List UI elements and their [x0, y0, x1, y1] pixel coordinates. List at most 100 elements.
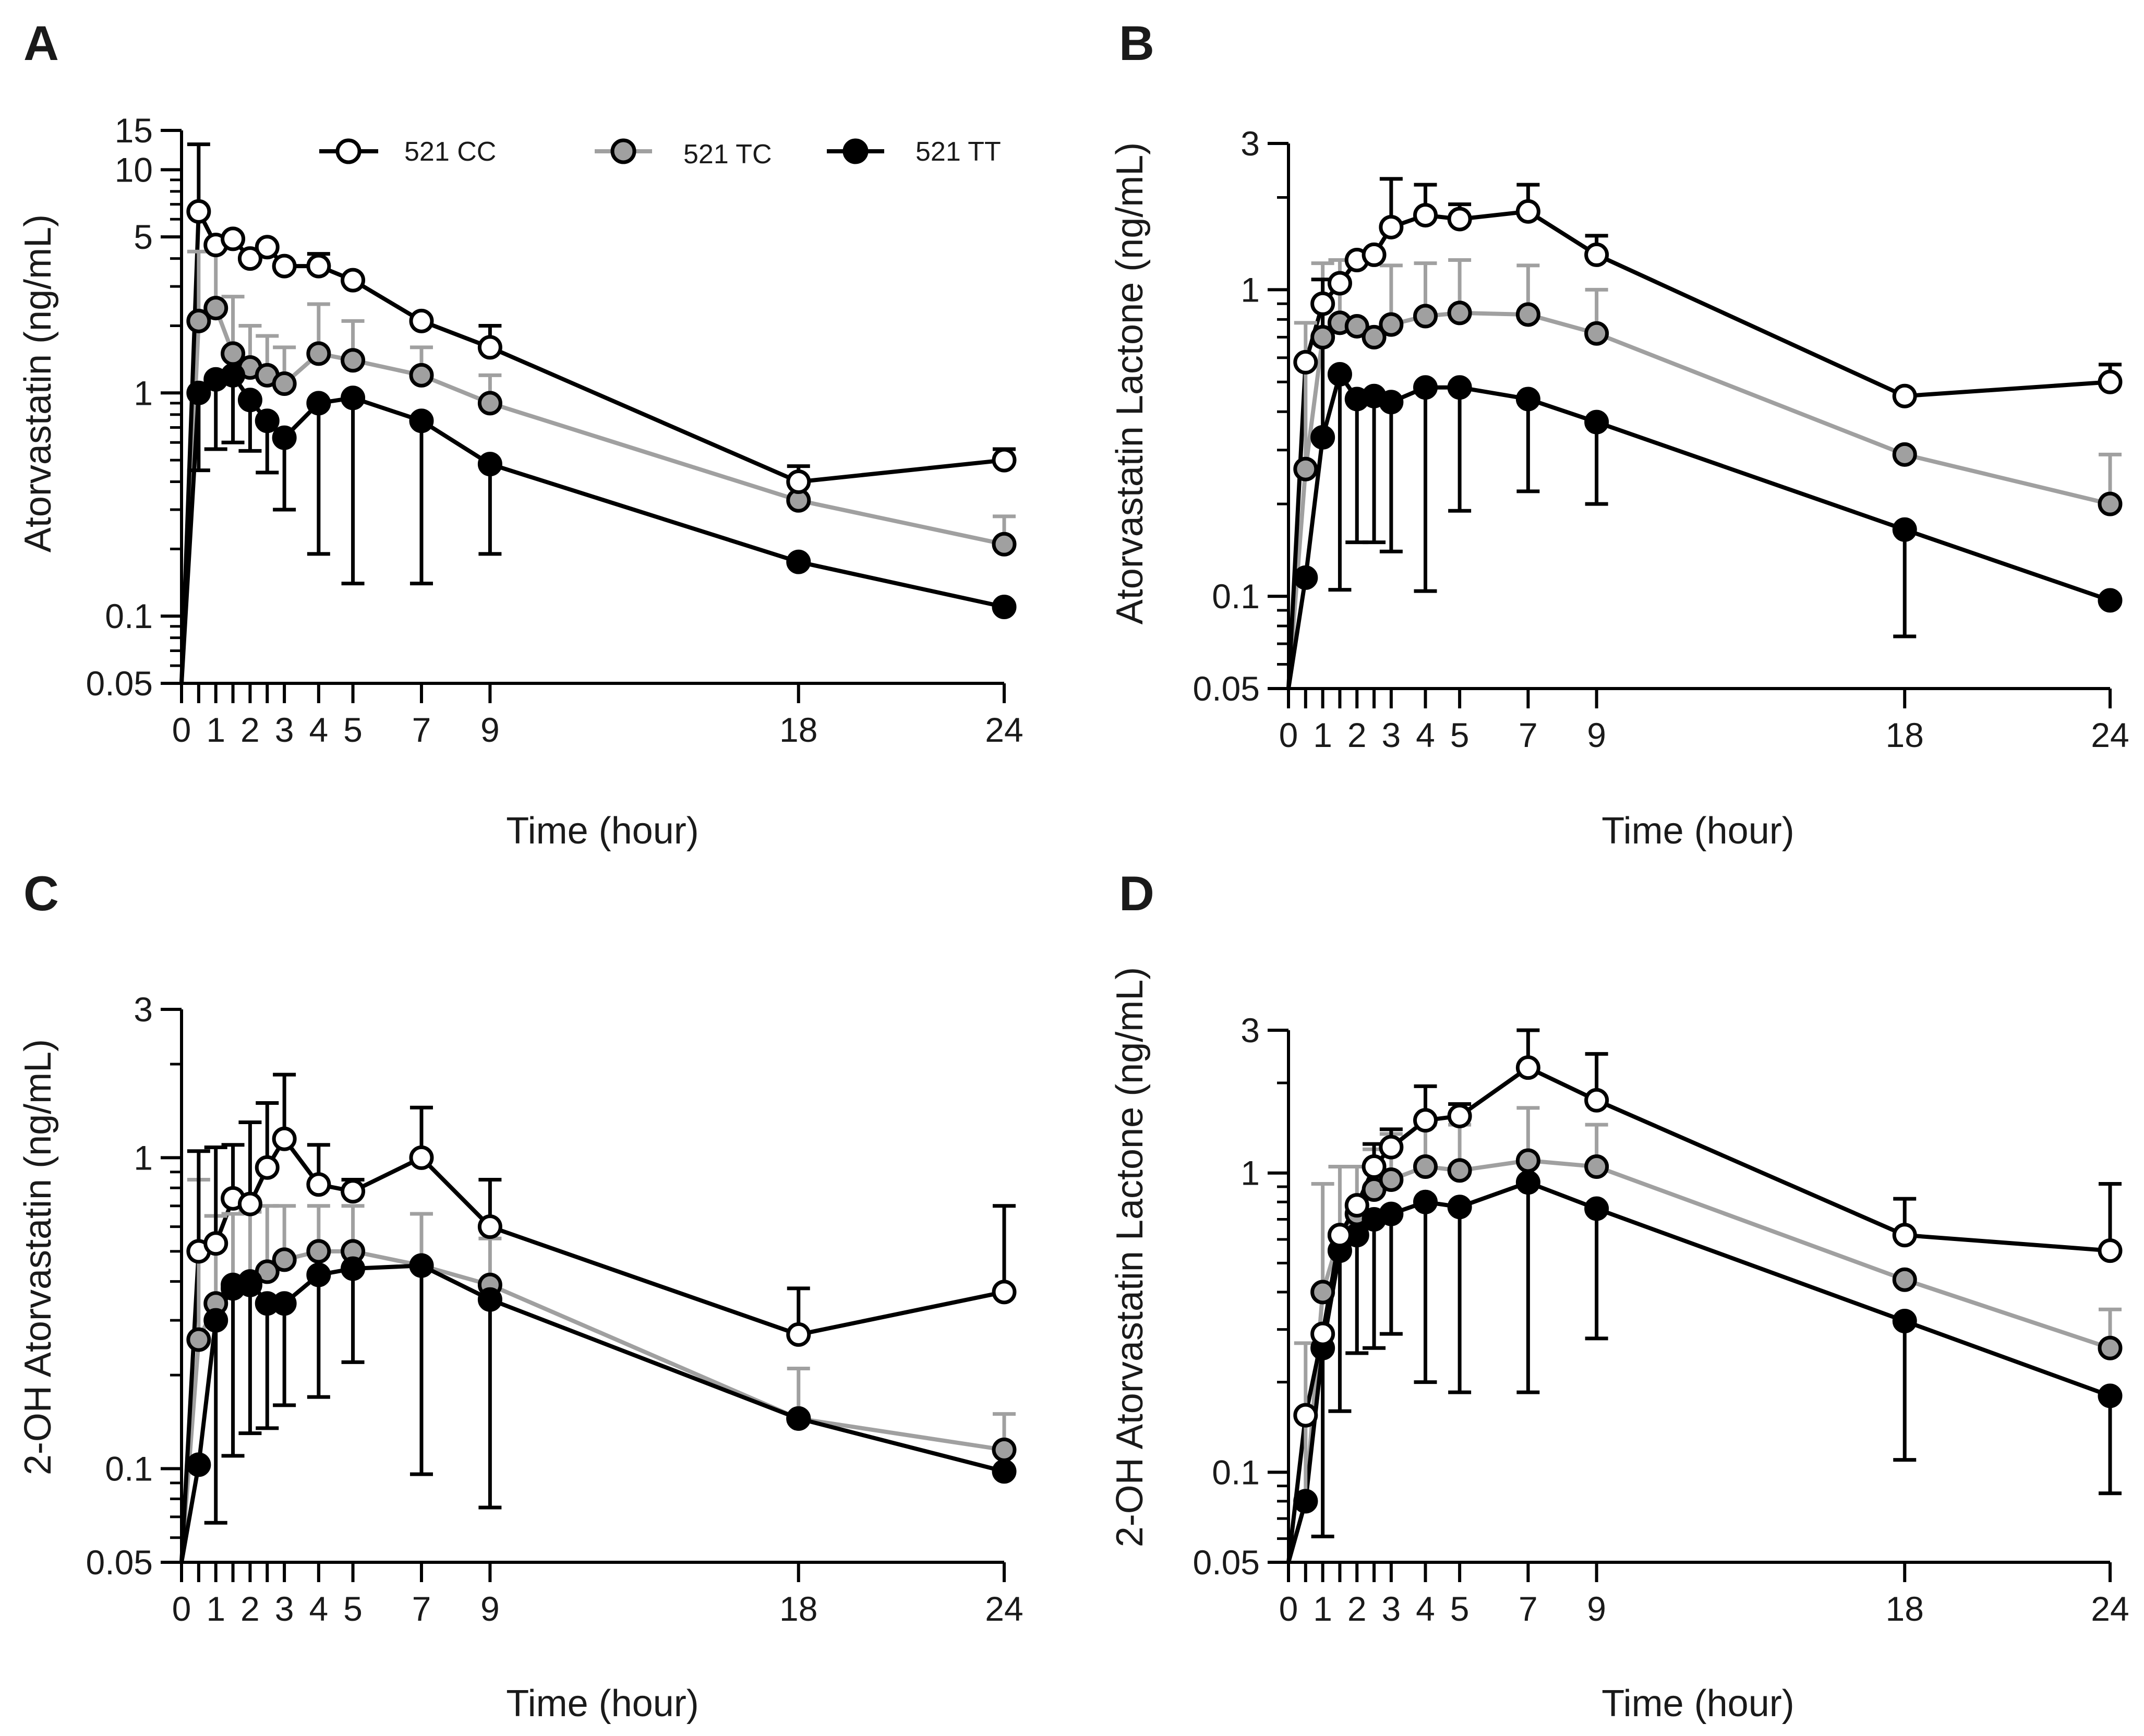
panel-b-series-tc-point: [1584, 321, 1609, 346]
panel-b-series-cc-point: [1362, 242, 1387, 267]
panel-a-series-cc-point: [255, 235, 280, 260]
panel-d-series-cc-point: [1293, 1403, 1318, 1428]
panel-a-series-tt-point: [255, 408, 280, 433]
panel-c-series-tc-point: [992, 1437, 1017, 1462]
panel-d-x-tick-label: 24: [2091, 1589, 2129, 1628]
panel-a-x-tick-label: 7: [412, 710, 431, 749]
panel-d-series-tt-point: [1584, 1196, 1609, 1221]
panel-b: B Time (hour) Atorvastatin Lactone (ng/m…: [1109, 16, 2129, 852]
panel-a-series-cc-point: [221, 226, 246, 251]
panel-b-series-cc-point: [1379, 214, 1404, 239]
panel-d-y-tick-label: 0.05: [1193, 1543, 1260, 1582]
panel-a-y-tick-label: 10: [115, 150, 153, 189]
panel-d-series-tt-point: [1515, 1170, 1540, 1195]
panel-c-x-tick-label: 9: [480, 1589, 500, 1628]
panel-a-series-cc-point: [272, 254, 297, 279]
panel-a-series-tt-point: [341, 385, 366, 411]
panel-c-y-tick-label: 3: [134, 990, 153, 1029]
panel-d-series-tc-point: [1310, 1280, 1335, 1305]
panel-d-series-tt-point: [1379, 1201, 1404, 1226]
panel-c-series-tt-point: [477, 1287, 502, 1312]
panel-b-x-tick-label: 2: [1347, 716, 1367, 754]
panel-a-y-tick-label: 5: [134, 218, 153, 256]
panel-b-series-tc-point: [1515, 302, 1540, 327]
panel-a-x-tick-label: 4: [309, 710, 328, 749]
panel-d-series-tt-point: [1447, 1195, 1472, 1220]
panel-a-series-tc-point: [272, 371, 297, 396]
panel-d-x-tick-label: 18: [1886, 1589, 1924, 1628]
legend-label-tc: 521 TC: [683, 139, 772, 170]
panel-d-series-tt-point: [1413, 1189, 1438, 1214]
panel-b-x-tick-label: 9: [1587, 716, 1606, 754]
panel-b-series-tt-point: [1584, 409, 1609, 435]
panel-a-series-tt-point: [186, 380, 211, 405]
panel-c-y-axis-title: 2-OH Atorvastatin (ng/mL): [17, 1039, 59, 1475]
panel-b-series-tc-point: [1379, 312, 1404, 337]
panel-c-x-axis-title: Time (hour): [506, 1683, 698, 1725]
panel-b-series-tc-point: [1362, 324, 1387, 349]
panel-c-letter: C: [23, 866, 59, 921]
panel-c-x-tick-label: 1: [206, 1589, 225, 1628]
panel-d: D Time (hour) 2-OH Atorvastatin Lactone …: [1109, 866, 2129, 1725]
panel-b-series-tt-point: [2098, 588, 2123, 613]
panel-a-x-tick-label: 9: [480, 710, 500, 749]
panel-a-series-cc-point: [992, 448, 1017, 473]
panel-d-y-axis-title: 2-OH Atorvastatin Lactone (ng/mL): [1109, 967, 1151, 1548]
panel-b-x-tick-label: 4: [1416, 716, 1435, 754]
panel-a-y-tick-label: 0.1: [105, 597, 153, 635]
panel-d-series-cc-point: [1892, 1223, 1917, 1248]
panel-c-series-cc-point: [477, 1214, 502, 1239]
panel-b-x-tick-label: 3: [1382, 716, 1401, 754]
panel-d-series-tc-point: [1413, 1154, 1438, 1179]
panel-b-series-cc-point: [1310, 291, 1335, 316]
panel-c-x-tick-label: 7: [412, 1589, 431, 1628]
panel-b-series-cc-point: [1892, 383, 1917, 408]
legend-marker-cc: [335, 138, 362, 164]
panel-c-series-tc-point: [186, 1327, 211, 1352]
panel-a-series-tt-point: [992, 594, 1017, 619]
panel-a: A Time (hour) Atorvastatin (ng/mL) 0.05 0…: [17, 16, 1023, 852]
panel-b-y-tick-label: 3: [1240, 124, 1260, 163]
panel-a-series-tc-point: [409, 363, 434, 388]
panel-c-x-tick-label: 2: [240, 1589, 260, 1628]
panel-b-series-tc-point: [1310, 324, 1335, 349]
panel-d-series-tt-point: [2098, 1383, 2123, 1408]
panel-c-series-tt-point: [272, 1291, 297, 1316]
panel-a-x-tick-label: 18: [779, 710, 817, 749]
panel-a-series-tt-point: [237, 388, 262, 413]
panel-b-series-tc-point: [1293, 456, 1318, 481]
panel-b-series-tc-point: [1447, 300, 1472, 326]
panel-c-x-tick-label: 0: [172, 1589, 191, 1628]
panel-d-y-tick-label: 1: [1240, 1154, 1260, 1192]
panel-d-series-cc-point: [1362, 1154, 1387, 1179]
panel-a-series-tc-point: [203, 296, 228, 321]
panel-b-series-tc-point: [2098, 491, 2123, 516]
panel-a-series-tc-point: [477, 391, 502, 416]
panel-a-x-tick-label: 0: [172, 710, 191, 749]
panel-c-series-cc-point: [272, 1126, 297, 1151]
panel-b-y-axis-title: Atorvastatin Lactone (ng/mL): [1109, 142, 1151, 624]
panel-b-series-tt-point: [1327, 361, 1352, 387]
panel-d-series-tt-point: [1293, 1489, 1318, 1514]
panel-b-series-tt-point: [1515, 387, 1540, 412]
panel-d-series-cc-point: [2098, 1238, 2123, 1263]
panel-b-x-tick-label: 1: [1313, 716, 1332, 754]
panel-c-series-tc-point: [272, 1247, 297, 1272]
panel-c-y-tick-label: 1: [134, 1138, 153, 1177]
panel-a-y-axis-title: Atorvastatin (ng/mL): [17, 214, 59, 552]
panel-d-x-tick-label: 5: [1450, 1589, 1470, 1628]
panel-d-series-tt-point: [1892, 1309, 1917, 1334]
panel-c-x-tick-label: 18: [779, 1589, 817, 1628]
panel-d-series-cc-point: [1447, 1104, 1472, 1129]
panel-d-x-tick-label: 1: [1313, 1589, 1332, 1628]
panel-b-series-cc-point: [2098, 369, 2123, 394]
panel-a-x-axis-title: Time (hour): [506, 810, 698, 852]
panel-c-series-tc-point: [306, 1239, 331, 1264]
panel-c-series-cc-point: [306, 1172, 331, 1197]
panel-a-x-tick-label: 24: [985, 710, 1023, 749]
panel-b-x-tick-label: 7: [1519, 716, 1538, 754]
panel-b-marks: [1286, 177, 2123, 689]
